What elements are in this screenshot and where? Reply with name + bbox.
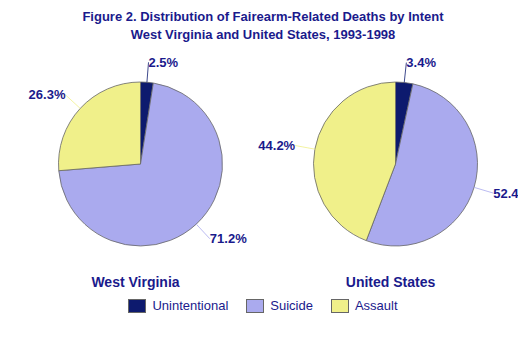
svg-text:2.5%: 2.5% [149,55,179,70]
svg-text:3.4%: 3.4% [406,55,436,70]
svg-text:52.4%: 52.4% [493,186,518,201]
html-text:Assault: Assault [354,298,398,313]
html-text:West Virginia: West Virginia [91,274,180,290]
html-text:United States: United States [345,274,436,290]
html-text:Suicide: Suicide [270,298,313,313]
svg-text:26.3%: 26.3% [29,87,66,102]
svg-text:44.2%: 44.2% [258,138,295,153]
html-text:Figure 2. Distribution of Fair: Figure 2. Distribution of Fairearm-Relat… [82,9,444,24]
html-text:West Virginia and United State: West Virginia and United States, 1993-19… [130,27,396,42]
html-text:Unintentional: Unintentional [152,298,229,313]
svg-text:71.2%: 71.2% [210,231,247,246]
